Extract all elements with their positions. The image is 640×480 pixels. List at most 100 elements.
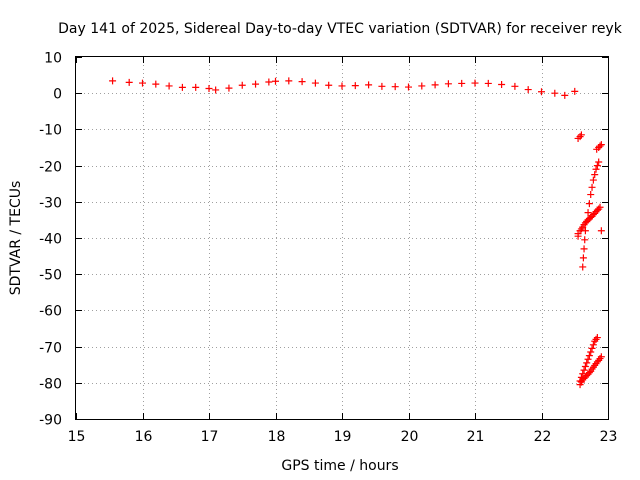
x-tick-label: 20 [401, 429, 419, 445]
data-point [576, 377, 584, 385]
data-point [338, 82, 346, 90]
x-tick-label: 23 [600, 429, 618, 445]
y-tick-label: -40 [39, 232, 62, 248]
data-point [109, 77, 117, 85]
data-point [205, 84, 213, 92]
data-point [587, 191, 595, 199]
data-point [583, 359, 591, 367]
y-tick-label: -90 [39, 413, 62, 429]
data-point [498, 81, 506, 89]
data-point [298, 78, 306, 86]
data-point [596, 142, 604, 150]
data-point [574, 232, 582, 240]
data-point [378, 82, 386, 90]
x-tick-label: 16 [135, 429, 153, 445]
data-point [577, 131, 585, 139]
data-point [524, 86, 532, 94]
data-point [212, 86, 220, 94]
data-point [593, 334, 601, 342]
data-point [139, 79, 146, 87]
data-point [365, 81, 373, 89]
data-point [579, 254, 587, 262]
data-point [165, 82, 173, 90]
data-point [595, 158, 603, 166]
data-point [597, 227, 605, 235]
data-point [585, 369, 593, 377]
data-point [589, 341, 597, 349]
data-point [538, 88, 545, 96]
data-point [583, 218, 591, 226]
x-tick-label: 19 [334, 429, 352, 445]
data-point [265, 78, 273, 86]
data-point [444, 80, 452, 88]
data-point [581, 236, 589, 244]
data-point [178, 83, 186, 91]
x-tick-label: 18 [268, 429, 286, 445]
data-point [587, 348, 595, 356]
y-tick-label: 10 [44, 51, 62, 67]
data-point [588, 344, 596, 352]
data-point [585, 200, 593, 208]
data-point [571, 87, 579, 95]
data-point [589, 176, 597, 184]
data-point [580, 366, 588, 374]
grid-lines [76, 57, 608, 419]
x-axis-label: GPS time / hours [281, 458, 398, 474]
data-point [591, 171, 599, 179]
y-tick-label: -80 [39, 377, 62, 393]
y-tick-label: -50 [39, 268, 62, 284]
x-tick-label: 21 [467, 429, 485, 445]
y-tick-label: -20 [39, 160, 62, 176]
data-point [579, 370, 587, 378]
data-point [580, 245, 588, 253]
y-tick-label: -70 [39, 341, 62, 357]
data-point [471, 79, 479, 87]
data-point [238, 81, 246, 89]
data-point [588, 183, 596, 191]
x-tick-label: 22 [534, 429, 552, 445]
data-point [391, 83, 399, 91]
data-point [561, 91, 569, 99]
data-point [511, 82, 519, 90]
data-point [351, 82, 359, 90]
data-point [577, 373, 585, 381]
y-axis-label: SDTVAR / TECUs [8, 181, 24, 296]
data-point [584, 355, 592, 363]
x-tick-labels: 15 16 17 18 19 20 21 22 23 [68, 429, 618, 445]
axis-ticks [76, 57, 609, 420]
data-point [458, 79, 466, 87]
y-tick-label: -60 [39, 304, 62, 320]
x-tick-label: 17 [201, 429, 219, 445]
data-point [252, 80, 260, 88]
data-point [225, 84, 233, 92]
data-point [597, 353, 605, 361]
y-tick-label: -30 [39, 196, 62, 212]
y-tick-label: -10 [39, 123, 62, 139]
data-point [593, 162, 601, 170]
data-point [405, 83, 412, 91]
data-point [418, 82, 426, 90]
x-tick-label: 15 [68, 429, 86, 445]
chart-title: Day 141 of 2025, Sidereal Day-to-day VTE… [58, 21, 623, 37]
data-point [484, 79, 492, 87]
data-point [592, 165, 600, 173]
data-point [325, 81, 333, 89]
data-point [596, 203, 604, 211]
data-point [581, 363, 589, 371]
data-point [311, 79, 319, 87]
data-point [192, 83, 200, 91]
data-point [551, 89, 559, 97]
y-tick-labels: 10 0 -10 -20 -30 -40 -50 -60 -70 -80 -90 [39, 51, 62, 429]
data-point [285, 77, 293, 85]
data-point [581, 227, 589, 235]
data-point [579, 263, 587, 271]
data-points [109, 77, 605, 389]
data-point [431, 81, 439, 89]
data-point [152, 80, 160, 88]
data-point [125, 78, 133, 86]
data-point [585, 352, 593, 360]
plot-frame [75, 56, 609, 420]
data-point [597, 141, 605, 149]
y-tick-label: 0 [53, 87, 62, 103]
